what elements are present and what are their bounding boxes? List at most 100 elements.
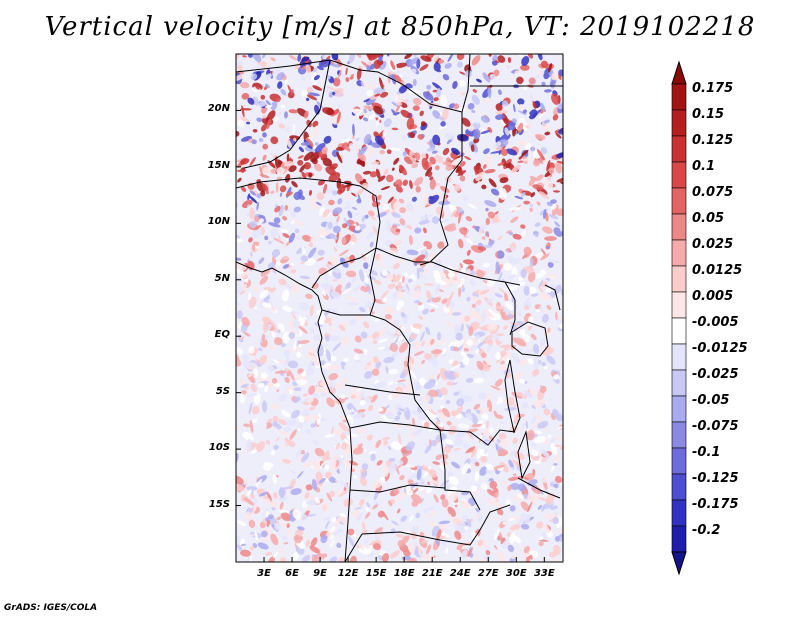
- field-patch: [293, 535, 302, 544]
- field-patch: [457, 238, 464, 249]
- colorbar-label: 0.15: [692, 107, 725, 122]
- colorbar-segment: [671, 499, 687, 527]
- field-patch: [436, 373, 440, 380]
- field-patch: [378, 407, 384, 412]
- field-patch: [532, 486, 542, 494]
- field-patch: [503, 344, 511, 351]
- field-patch: [283, 349, 291, 357]
- field-patch: [307, 396, 314, 403]
- field-patch: [236, 310, 243, 320]
- field-patch: [499, 188, 507, 200]
- field-patch: [520, 513, 531, 524]
- field-patch: [517, 311, 522, 317]
- field-patch: [256, 117, 263, 123]
- field-patch: [447, 272, 455, 278]
- field-patch: [266, 491, 273, 504]
- field-patch: [384, 314, 392, 320]
- field-patch: [391, 520, 399, 526]
- field-patch: [241, 354, 250, 360]
- field-patch: [305, 97, 310, 102]
- field-patch: [312, 439, 320, 446]
- field-patch: [530, 92, 533, 102]
- field-patch: [311, 414, 320, 420]
- field-patch: [371, 480, 383, 489]
- field-patch: [354, 411, 365, 420]
- field-patch: [289, 429, 297, 440]
- field-patch: [292, 551, 300, 561]
- field-patch: [507, 544, 515, 553]
- field-patch: [547, 261, 554, 268]
- field-patch: [372, 503, 379, 510]
- field-patch: [322, 209, 330, 218]
- field-patch: [349, 318, 357, 326]
- field-patch: [335, 428, 343, 436]
- field-patch: [518, 475, 529, 480]
- field-patch: [550, 465, 556, 472]
- field-patch: [308, 242, 314, 248]
- field-patch: [482, 538, 487, 549]
- field-patch: [387, 196, 394, 204]
- field-patch: [508, 274, 517, 280]
- field-patch: [507, 484, 512, 492]
- field-patch: [519, 359, 527, 367]
- field-patch: [385, 366, 389, 374]
- field-patch: [379, 83, 385, 88]
- field-patch: [317, 229, 330, 237]
- field-patch: [405, 465, 416, 468]
- border-south-3: [349, 484, 446, 493]
- colorbar-label: 0.0125: [692, 263, 743, 278]
- field-patch: [346, 200, 349, 206]
- field-patch: [318, 477, 326, 484]
- field-patch: [471, 303, 476, 308]
- field-patch: [415, 254, 426, 263]
- field-patch: [443, 223, 456, 231]
- field-patch: [329, 232, 338, 240]
- field-patch: [433, 55, 440, 62]
- field-patch: [438, 520, 451, 525]
- field-patch: [489, 287, 494, 294]
- field-patch: [353, 348, 364, 354]
- field-patch: [524, 125, 530, 129]
- field-patch: [522, 333, 530, 343]
- field-patch: [493, 211, 499, 216]
- field-patch: [509, 505, 516, 512]
- field-patch: [413, 97, 422, 106]
- field-patch: [542, 209, 547, 220]
- field-patch: [298, 344, 302, 348]
- field-patch: [465, 268, 471, 280]
- field-patch: [520, 501, 530, 512]
- field-patch: [300, 75, 306, 81]
- field-patch: [393, 73, 402, 83]
- field-patch: [531, 441, 537, 447]
- field-patch: [466, 339, 474, 347]
- field-patch: [250, 73, 258, 80]
- field-patch: [449, 302, 456, 309]
- field-patch: [297, 324, 308, 334]
- field-patch: [352, 406, 358, 413]
- field-patch: [380, 476, 386, 483]
- field-patch: [359, 306, 366, 313]
- field-patch: [329, 490, 336, 498]
- field-patch: [266, 118, 272, 130]
- field-patch: [346, 402, 354, 410]
- field-patch: [506, 256, 516, 263]
- field-patch: [486, 323, 498, 331]
- field-patch: [270, 287, 277, 293]
- field-patch: [393, 157, 400, 165]
- field-patch: [551, 93, 560, 105]
- field-patch: [252, 367, 259, 378]
- field-patch: [513, 535, 522, 544]
- field-patch: [297, 428, 301, 432]
- field-patch: [301, 246, 306, 255]
- field-patch: [385, 174, 394, 183]
- field-patch: [243, 480, 248, 485]
- field-patch: [549, 505, 559, 510]
- field-patch: [252, 503, 258, 515]
- field-patch: [458, 286, 462, 298]
- field-patch: [446, 321, 455, 330]
- colorbar-segment: [671, 369, 687, 397]
- field-patch: [362, 522, 366, 530]
- field-patch: [301, 370, 307, 377]
- field-patch: [240, 81, 250, 89]
- field-patch: [395, 62, 408, 68]
